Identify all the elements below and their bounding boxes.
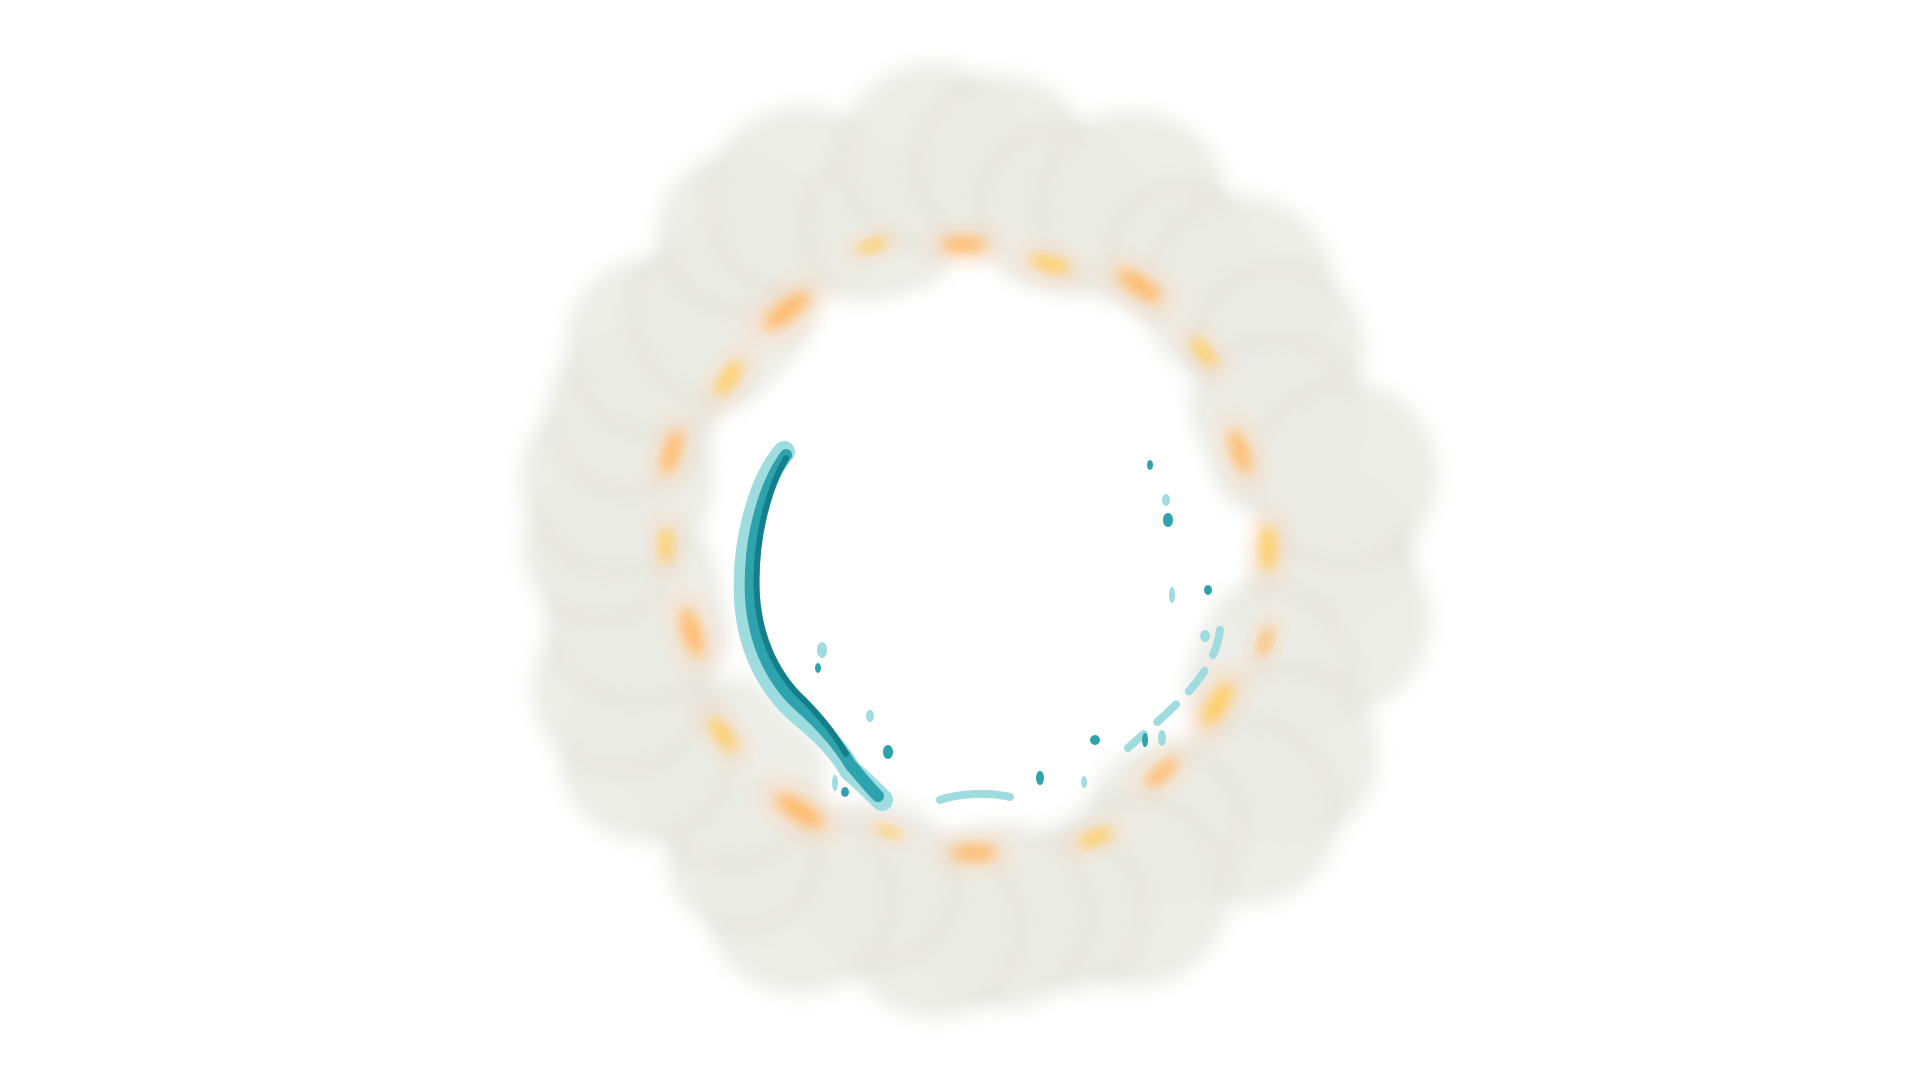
water-right-arc <box>1124 626 1224 752</box>
water-droplet <box>832 775 838 791</box>
fire-fragment <box>875 826 902 837</box>
water-droplet <box>815 663 821 673</box>
fire-ring <box>654 230 1282 868</box>
water-droplet <box>841 787 849 797</box>
fire-fragment <box>1118 270 1161 301</box>
water-splash-arc <box>733 441 1224 811</box>
water-droplet <box>1036 771 1044 785</box>
water-droplet <box>1081 776 1087 788</box>
fire-fragment <box>1258 627 1272 657</box>
fire-fragment <box>952 845 997 861</box>
fire-fragment <box>1031 256 1070 273</box>
water-droplet <box>883 745 893 759</box>
fire-fragment <box>857 238 887 253</box>
water-arc-mid <box>744 449 884 802</box>
inner-clear-area <box>718 290 1218 790</box>
fire-fragment <box>716 361 742 395</box>
fire-fragment <box>1261 526 1275 570</box>
water-droplet <box>866 710 874 722</box>
water-droplet <box>1162 494 1170 506</box>
fire-fragment <box>776 794 822 827</box>
water-droplet <box>817 642 827 658</box>
fire-fragment <box>1203 683 1232 726</box>
water-droplet <box>1163 513 1173 527</box>
water-droplet <box>1158 730 1166 746</box>
fire-fragment <box>1146 759 1178 787</box>
fire-fragment <box>1230 430 1250 473</box>
fire-fragment <box>660 527 672 563</box>
fire-fragment <box>942 237 987 252</box>
fire-fragment <box>681 609 703 656</box>
water-droplet <box>1169 587 1175 603</box>
fire-fragment <box>1079 829 1112 847</box>
fire-fragment <box>1191 338 1216 367</box>
water-lower-arc <box>936 789 1014 804</box>
water-droplet <box>1147 460 1153 470</box>
fire-fragment <box>710 718 736 751</box>
fire-fragment <box>765 293 809 329</box>
water-droplet <box>1090 735 1100 745</box>
water-droplet <box>1200 630 1210 642</box>
water-droplet <box>1204 585 1212 595</box>
fire-fragment <box>662 430 682 473</box>
water-droplet <box>1142 733 1148 747</box>
smoke-ring <box>523 65 1436 1017</box>
water-arc-dark <box>753 455 849 757</box>
